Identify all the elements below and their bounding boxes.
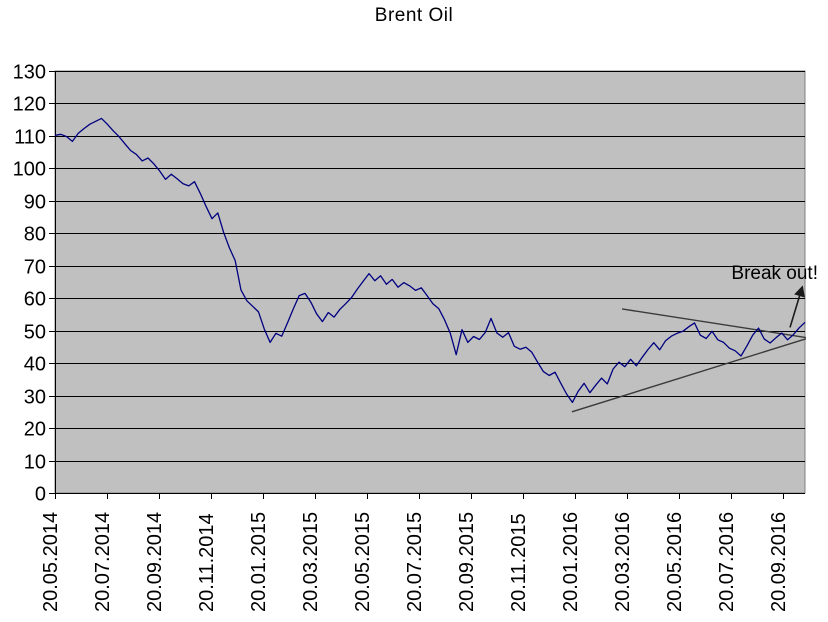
- x-tick-label-9: 20.11.2015: [508, 513, 530, 612]
- x-tick-label-5: 20.03.2015: [300, 512, 322, 612]
- y-tick-label-120: 120: [13, 94, 46, 116]
- x-tick-label-13: 20.07.2016: [716, 512, 738, 612]
- x-tick-label-0: 20.05.2014: [40, 512, 62, 612]
- x-tick-label-4: 20.01.2015: [248, 512, 270, 612]
- y-tick-label-50: 50: [24, 322, 46, 344]
- breakout-annotation-text: Break out!: [731, 263, 818, 284]
- trendline-rising-support: [571, 338, 807, 413]
- price-series-line: [54, 117, 806, 404]
- x-tick-label-12: 20.05.2016: [664, 512, 686, 612]
- y-tick-label-0: 0: [35, 484, 46, 506]
- trendline-falling-resistance: [621, 308, 806, 339]
- y-tick-label-10: 10: [24, 452, 46, 474]
- y-tick-label-30: 30: [24, 387, 46, 409]
- breakout-arrow: [789, 285, 805, 328]
- y-tick-label-130: 130: [13, 62, 46, 84]
- y-tick-label-100: 100: [13, 159, 46, 181]
- y-tick-label-40: 40: [24, 354, 46, 376]
- plot-area: [54, 70, 806, 494]
- y-tick-label-90: 90: [24, 192, 46, 214]
- x-tick-label-14: 20.09.2016: [768, 512, 790, 612]
- x-tick-label-3: 20.11.2014: [196, 513, 218, 612]
- x-tick-label-7: 20.07.2015: [404, 512, 426, 612]
- y-tick-label-20: 20: [24, 419, 46, 441]
- chart-title: Brent Oil: [374, 5, 454, 26]
- y-tick-label-70: 70: [24, 257, 46, 279]
- x-tick-label-8: 20.09.2015: [456, 512, 478, 612]
- y-tick-label-110: 110: [14, 127, 46, 149]
- x-tick-label-10: 20.01.2016: [560, 512, 582, 612]
- y-tick-label-60: 60: [24, 289, 46, 311]
- x-tick-label-2: 20.09.2014: [144, 512, 166, 612]
- x-tick-label-6: 20.05.2015: [352, 512, 374, 612]
- y-tick-label-80: 80: [24, 224, 46, 246]
- x-tick-label-1: 20.07.2014: [92, 512, 114, 612]
- x-tick-label-11: 20.03.2016: [612, 512, 634, 612]
